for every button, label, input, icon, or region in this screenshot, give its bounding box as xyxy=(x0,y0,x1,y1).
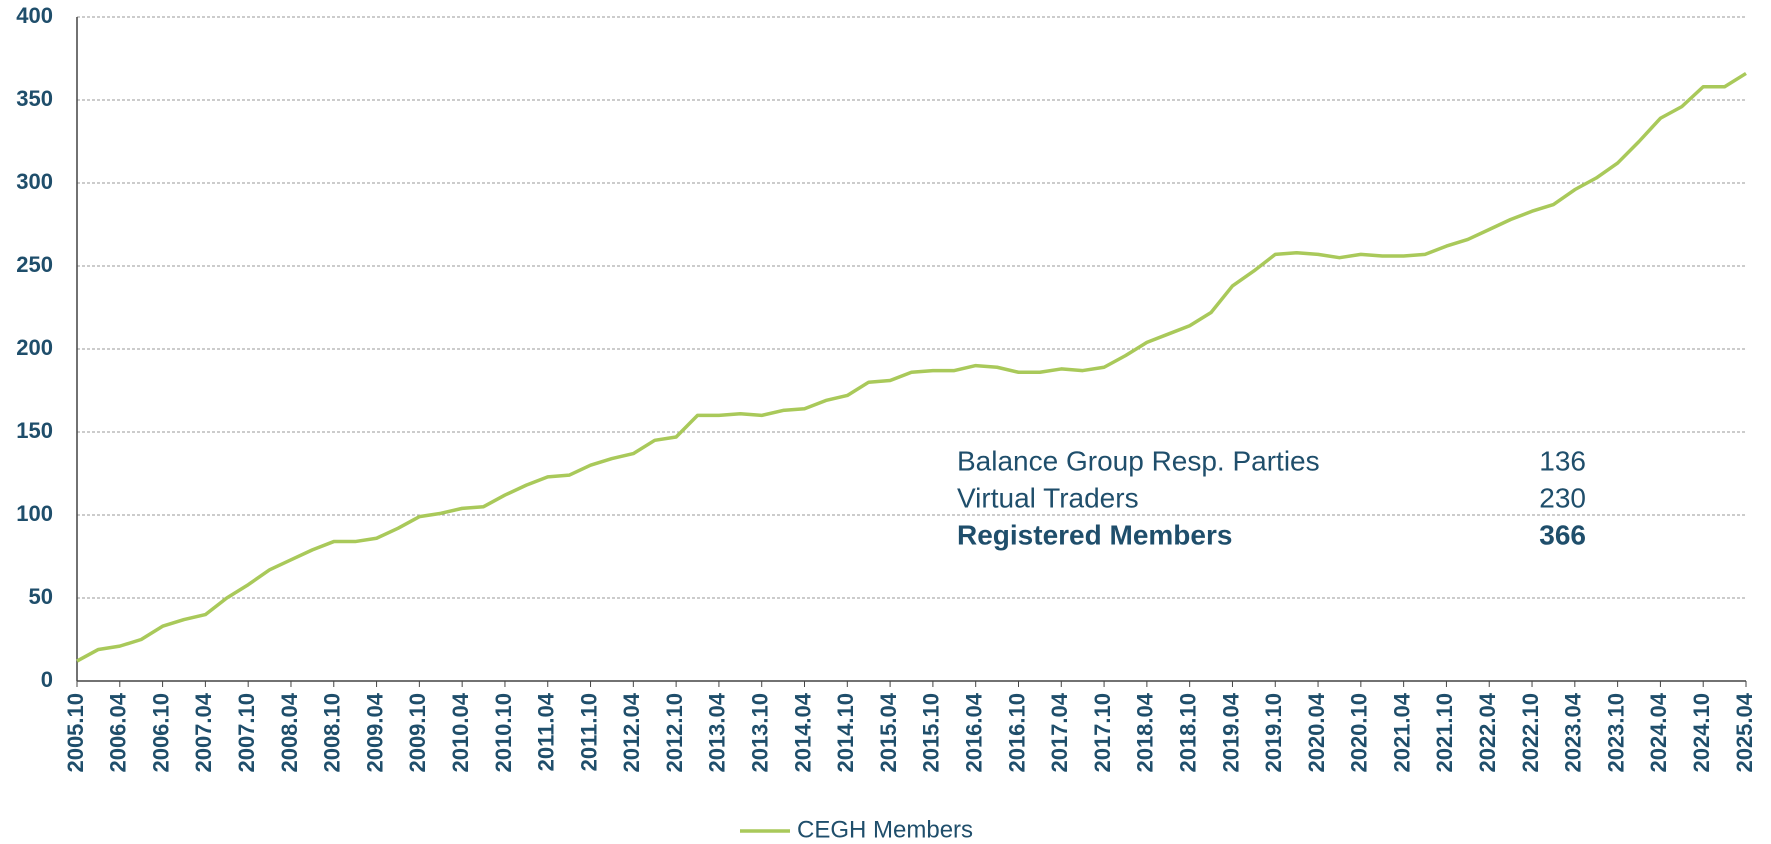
x-tick-label: 2018.10 xyxy=(1175,693,1200,773)
x-tick-label: 2009.04 xyxy=(362,692,387,772)
x-tick-label: 2021.10 xyxy=(1432,693,1457,773)
x-tick-label: 2018.04 xyxy=(1133,692,1158,772)
annotation-label: Registered Members xyxy=(957,519,1232,550)
x-tick-label: 2023.10 xyxy=(1603,693,1628,773)
y-tick-label: 200 xyxy=(16,335,53,360)
y-tick-label: 50 xyxy=(29,584,53,609)
line xyxy=(76,71,1747,663)
x-tick-label: 2012.04 xyxy=(619,692,644,772)
y-tick-label: 100 xyxy=(16,501,53,526)
x-tick-label: 2016.04 xyxy=(962,692,987,772)
x-tick-label: 2021.04 xyxy=(1389,692,1414,772)
annotation-label: Virtual Traders xyxy=(957,482,1139,513)
annotation-value: 230 xyxy=(1539,482,1586,513)
x-tick-label: 2020.10 xyxy=(1347,693,1372,773)
legend-label: CEGH Members xyxy=(797,816,973,843)
x-tick-label: 2017.10 xyxy=(1090,693,1115,773)
x-tick-label: 2011.10 xyxy=(576,693,601,771)
x-tick-label: 2017.04 xyxy=(1047,692,1072,772)
y-tick-label: 250 xyxy=(16,252,53,277)
annotation-value: 366 xyxy=(1539,519,1586,550)
x-tick-label: 2015.10 xyxy=(919,693,944,773)
x-tick-label: 2007.04 xyxy=(191,692,216,772)
x-tick-label: 2019.10 xyxy=(1261,693,1286,773)
x-tick-label: 2011.04 xyxy=(534,692,559,771)
x-tick-label: 2023.04 xyxy=(1561,692,1586,772)
y-tick-label: 300 xyxy=(16,169,53,194)
x-tick-label: 2016.10 xyxy=(1004,693,1029,773)
x-tick-label: 2007.10 xyxy=(234,693,259,773)
x-tick-label: 2013.04 xyxy=(705,692,730,772)
y-tick-label: 350 xyxy=(16,86,53,111)
x-tick-label: 2006.10 xyxy=(148,693,173,773)
x-tick-label: 2009.10 xyxy=(405,693,430,773)
x-tick-label: 2010.10 xyxy=(491,693,516,773)
x-tick-label: 2014.10 xyxy=(833,693,858,773)
x-tick-label: 2008.10 xyxy=(320,693,345,773)
x-tick-label: 2013.10 xyxy=(748,693,773,773)
x-tick-label: 2025.04 xyxy=(1732,692,1757,772)
x-tick-label: 2019.04 xyxy=(1218,692,1243,772)
x-tick-label: 2015.04 xyxy=(876,692,901,772)
annotation-value: 136 xyxy=(1539,445,1586,476)
x-tick-label: 2022.10 xyxy=(1518,693,1543,773)
x-tick-label: 2008.04 xyxy=(277,692,302,772)
x-tick-label: 2006.04 xyxy=(106,692,131,772)
x-tick-label: 2005.10 xyxy=(63,693,88,773)
x-tick-label: 2024.10 xyxy=(1689,693,1714,773)
x-tick-label: 2014.04 xyxy=(790,692,815,772)
annotation-label: Balance Group Resp. Parties xyxy=(957,445,1320,476)
x-tick-label: 2022.04 xyxy=(1475,692,1500,772)
x-tick-label: 2012.10 xyxy=(662,693,687,773)
x-tick-label: 2020.04 xyxy=(1304,692,1329,772)
y-tick-label: 150 xyxy=(16,418,53,443)
y-tick-label: 0 xyxy=(41,667,53,692)
x-tick-label: 2010.04 xyxy=(448,692,473,772)
y-tick-label: 400 xyxy=(16,3,53,28)
x-tick-label: 2024.04 xyxy=(1646,692,1671,772)
